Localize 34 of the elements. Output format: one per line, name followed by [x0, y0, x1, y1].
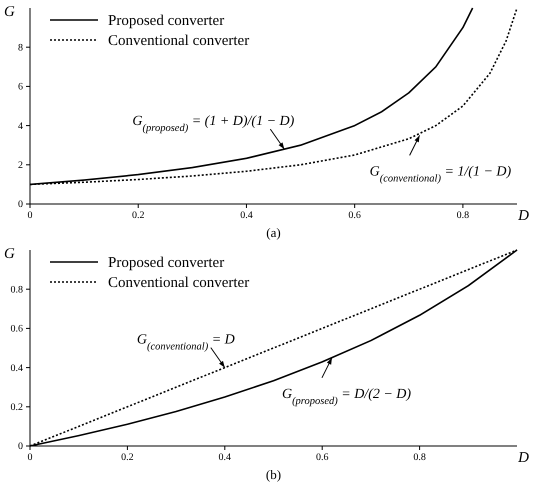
annotation: G$_{(conventional)}$ = D	[136, 332, 235, 352]
y-tick-label: 0	[18, 441, 23, 452]
legend-label: Conventional converter	[108, 275, 250, 291]
y-tick-label: 2	[18, 160, 23, 171]
legend-label: Proposed converter	[108, 13, 224, 29]
x-tick-label: 0.2	[121, 452, 134, 464]
x-tick-label: 0	[28, 452, 32, 464]
x-tick-label: 0.4	[218, 452, 232, 464]
legend-label: Conventional converter	[108, 33, 250, 49]
y-tick-label: 6	[18, 82, 23, 93]
legend-label: Proposed converter	[108, 255, 224, 271]
y-axis-title: G	[4, 4, 15, 20]
x-tick-label: 0.6	[316, 452, 328, 464]
x-tick-label: 0.2	[132, 210, 144, 222]
annotation: G$_{(proposed)}$ = D/(2 − D)	[282, 386, 412, 406]
x-tick-label: 0.4	[240, 210, 253, 222]
x-axis-title: D	[517, 450, 530, 466]
x-axis-title: D	[517, 208, 530, 224]
y-tick-label: 0.2	[10, 402, 23, 413]
y-tick-label: 8	[18, 42, 23, 54]
annotation: G$_{(proposed)}$ = (1 + D)/(1 − D)	[132, 114, 295, 134]
x-tick-label: 0.6	[348, 210, 361, 222]
y-tick-label: 0.8	[10, 284, 23, 296]
x-tick-label: 0	[28, 210, 32, 222]
y-tick-label: 0	[18, 199, 23, 210]
y-tick-label: 0.6	[10, 324, 23, 335]
text: (a)	[266, 225, 281, 240]
annotation: G$_{(conventional)}$ = 1/(1 − D)	[370, 164, 512, 184]
x-tick-label: 0.8	[413, 452, 426, 464]
y-tick-label: 0.4	[10, 362, 23, 374]
text: (b)	[266, 467, 282, 482]
y-axis-title: G	[4, 246, 15, 262]
x-tick-label: 0.8	[456, 210, 470, 222]
y-tick-label: 4	[18, 120, 23, 132]
